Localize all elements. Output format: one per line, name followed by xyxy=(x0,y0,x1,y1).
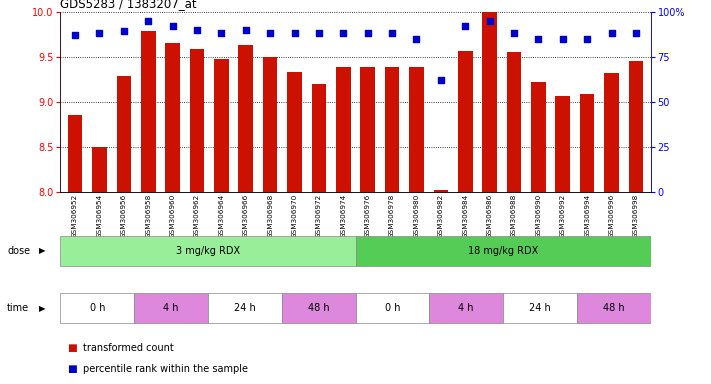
Bar xyxy=(60,235,356,266)
Point xyxy=(264,30,276,36)
Bar xyxy=(134,293,208,323)
Bar xyxy=(531,82,546,192)
Bar xyxy=(141,31,156,192)
Point xyxy=(557,36,569,42)
Point xyxy=(118,28,129,35)
Bar xyxy=(458,51,473,192)
Bar xyxy=(92,147,107,192)
Text: 24 h: 24 h xyxy=(234,303,256,313)
Point xyxy=(533,36,544,42)
Point xyxy=(215,30,227,36)
Bar xyxy=(555,96,570,192)
Point xyxy=(386,30,397,36)
Point xyxy=(508,30,520,36)
Bar xyxy=(409,68,424,192)
Point xyxy=(142,17,154,24)
Point xyxy=(240,26,252,33)
Text: dose: dose xyxy=(7,245,31,256)
Bar xyxy=(356,293,429,323)
Bar xyxy=(263,56,277,192)
Bar xyxy=(238,45,253,192)
Text: ■: ■ xyxy=(68,343,77,353)
Bar xyxy=(580,94,594,192)
Text: ▶: ▶ xyxy=(39,246,46,255)
Bar xyxy=(165,43,180,192)
Bar xyxy=(117,76,131,192)
Bar xyxy=(629,61,643,192)
Point xyxy=(70,32,81,38)
Bar xyxy=(385,68,400,192)
Bar xyxy=(360,68,375,192)
Bar xyxy=(214,60,229,192)
Bar xyxy=(60,293,134,323)
Bar xyxy=(429,293,503,323)
Text: 3 mg/kg RDX: 3 mg/kg RDX xyxy=(176,245,240,256)
Bar xyxy=(577,293,651,323)
Point xyxy=(191,26,203,33)
Text: ■: ■ xyxy=(68,364,77,374)
Text: GDS5283 / 1383207_at: GDS5283 / 1383207_at xyxy=(60,0,197,10)
Point xyxy=(411,36,422,42)
Bar xyxy=(287,72,302,192)
Bar xyxy=(356,235,651,266)
Text: percentile rank within the sample: percentile rank within the sample xyxy=(83,364,248,374)
Text: ▶: ▶ xyxy=(39,304,46,313)
Bar xyxy=(311,84,326,192)
Text: 48 h: 48 h xyxy=(603,303,624,313)
Text: transformed count: transformed count xyxy=(83,343,174,353)
Bar xyxy=(604,73,619,192)
Point xyxy=(459,23,471,29)
Bar xyxy=(190,50,204,192)
Bar xyxy=(503,293,577,323)
Point xyxy=(314,30,325,36)
Point xyxy=(630,30,641,36)
Text: 0 h: 0 h xyxy=(90,303,105,313)
Point xyxy=(167,23,178,29)
Bar xyxy=(68,115,82,192)
Text: 18 mg/kg RDX: 18 mg/kg RDX xyxy=(468,245,538,256)
Text: 24 h: 24 h xyxy=(529,303,551,313)
Text: 4 h: 4 h xyxy=(164,303,179,313)
Point xyxy=(606,30,617,36)
Point xyxy=(362,30,373,36)
Bar xyxy=(208,293,282,323)
Text: 48 h: 48 h xyxy=(308,303,329,313)
Text: 4 h: 4 h xyxy=(459,303,474,313)
Bar xyxy=(336,68,351,192)
Text: time: time xyxy=(7,303,29,313)
Point xyxy=(435,77,447,83)
Point xyxy=(94,30,105,36)
Point xyxy=(289,30,300,36)
Point xyxy=(484,17,496,24)
Point xyxy=(338,30,349,36)
Bar xyxy=(282,293,356,323)
Text: 0 h: 0 h xyxy=(385,303,400,313)
Point xyxy=(582,36,593,42)
Bar xyxy=(507,52,521,192)
Bar xyxy=(482,12,497,192)
Bar xyxy=(434,190,448,192)
